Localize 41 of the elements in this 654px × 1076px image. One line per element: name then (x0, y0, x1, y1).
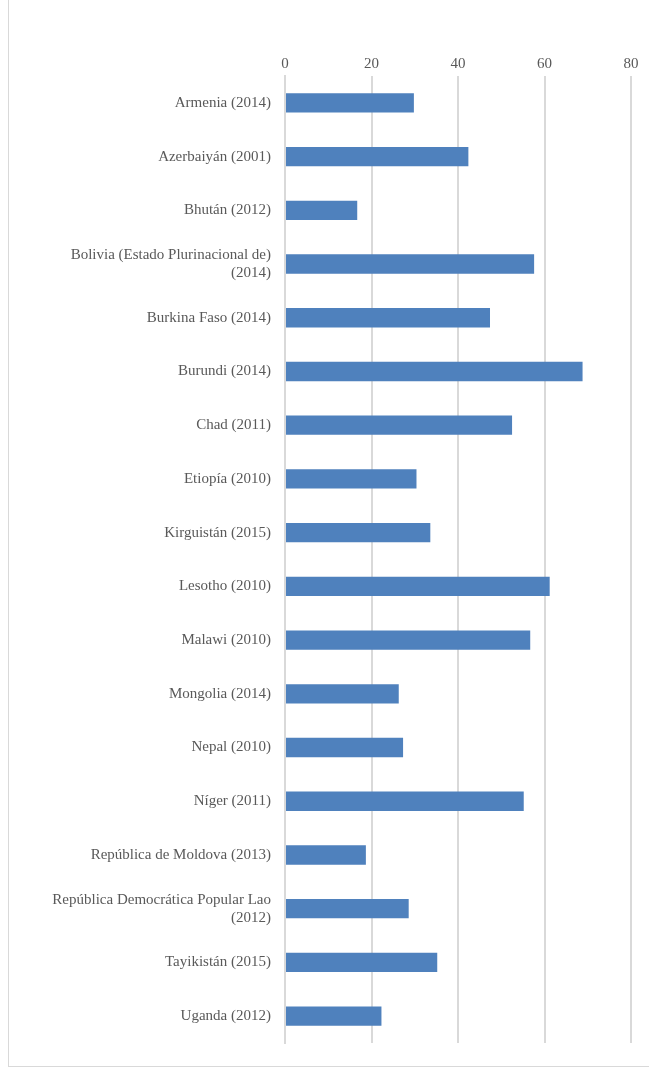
y-tick-label: Azerbaiyán (2001) (158, 147, 271, 165)
x-tick-label: 20 (364, 54, 379, 71)
y-tick-label: Burkina Faso (2014) (146, 308, 271, 326)
bar (286, 146, 469, 167)
bar (286, 899, 409, 919)
y-tick-label: Lesotho (2010) (178, 577, 271, 595)
y-tick-label: República Democrática Popular Lao (2012) (52, 890, 271, 926)
y-tick-label: Burundi (2014) (178, 362, 271, 380)
x-tick-label: 80 (623, 54, 639, 71)
y-tick-label: Nepal (2010) (191, 738, 271, 756)
bar (286, 576, 550, 597)
y-tick-label: Bhután (2012) (183, 201, 271, 219)
y-tick-label: Chad (2011) (196, 416, 271, 434)
bar (286, 93, 414, 113)
y-tick-label: Níger (2011) (193, 792, 271, 810)
bar (286, 200, 358, 220)
bar (286, 630, 531, 650)
bar (286, 845, 366, 865)
y-tick-label: Bolivia (Estado Plurinacional de) (2014) (70, 245, 271, 281)
y-tick-label: Kirguistán (2015) (164, 523, 271, 541)
y-tick-label: Malawi (2010) (181, 631, 271, 649)
bar (286, 469, 417, 489)
y-tick-label: República de Moldova (2013) (90, 845, 271, 863)
bar (286, 737, 404, 758)
x-tick-label: 0 (281, 54, 289, 71)
bar (286, 308, 491, 328)
y-tick-label: Armenia (2014) (174, 93, 271, 111)
bar (286, 415, 513, 435)
x-tick-label: 60 (537, 54, 552, 71)
bar (286, 1006, 382, 1026)
bar (286, 791, 524, 811)
bar (286, 361, 583, 382)
bar (286, 952, 438, 973)
y-tick-label: Etiopía (2010) (183, 469, 271, 487)
bar (286, 522, 431, 543)
x-tick-label: 40 (450, 54, 466, 71)
y-tick-label: Mongolia (2014) (168, 684, 271, 702)
bar (286, 684, 399, 704)
bar (286, 254, 535, 274)
y-tick-label: Uganda (2012) (180, 1007, 271, 1025)
y-tick-label: Tayikistán (2015) (164, 953, 271, 971)
